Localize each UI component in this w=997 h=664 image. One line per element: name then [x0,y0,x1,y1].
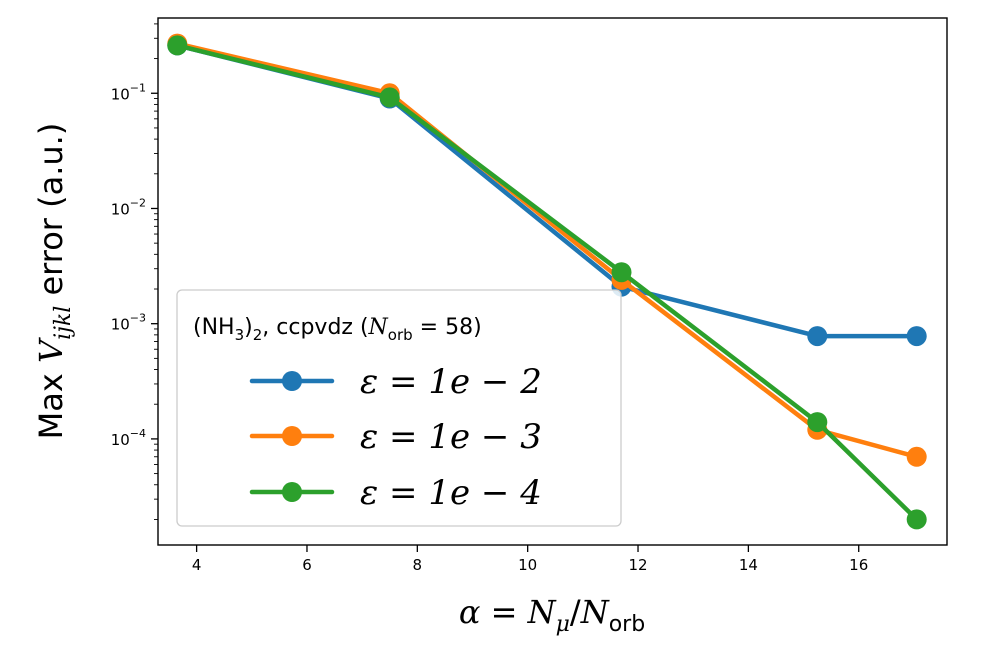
legend: (NH3)2, ccpvdz (Norb = 58) ε = 1e − 2 ε … [176,289,622,527]
data-point [807,412,828,433]
legend-title: (NH3)2, ccpvdz (Norb = 58) [193,315,482,344]
x-tick-label: 16 [849,556,868,574]
series-3 [167,35,927,530]
data-point [906,446,927,467]
legend-marker [282,482,302,502]
x-tick-label: 8 [413,556,423,574]
y-tick-label: 10−4 [111,427,146,449]
legend-label: ε = 1e − 3 [360,417,542,457]
plot-area-frame [157,17,948,546]
data-point [611,262,632,283]
data-point [906,326,927,347]
y-tick-label: 10−2 [111,196,146,218]
data-point [379,87,400,108]
legend-marker [282,371,302,391]
x-tick-label: 6 [302,556,312,574]
data-point [807,326,828,347]
y-tick-label: 10−1 [111,81,146,103]
y-tick-label: 10−3 [111,312,146,334]
legend-label: ε = 1e − 4 [360,473,542,513]
data-point [906,509,927,530]
x-tick-label: 12 [628,556,647,574]
x-tick-label: 10 [518,556,537,574]
data-point [167,35,188,56]
x-tick-label: 4 [192,556,202,574]
x-axis-label: α = Nμ/Norb [459,593,645,637]
legend-box [176,289,622,527]
ticks-layer: 4 6 8 10 12 14 16 10−1 10−2 10−3 10−4 [111,23,868,574]
legend-label: ε = 1e − 2 [360,362,542,402]
x-tick-label: 14 [739,556,758,574]
legend-entry-eps-1e-4: ε = 1e − 4 [249,473,542,513]
y-axis-label: Max Vijkl error (a.u.) [32,123,76,440]
legend-entry-eps-1e-3: ε = 1e − 3 [249,417,542,457]
legend-marker [282,426,302,446]
legend-entry-eps-1e-2: ε = 1e − 2 [249,362,542,402]
series-layer [167,33,927,530]
